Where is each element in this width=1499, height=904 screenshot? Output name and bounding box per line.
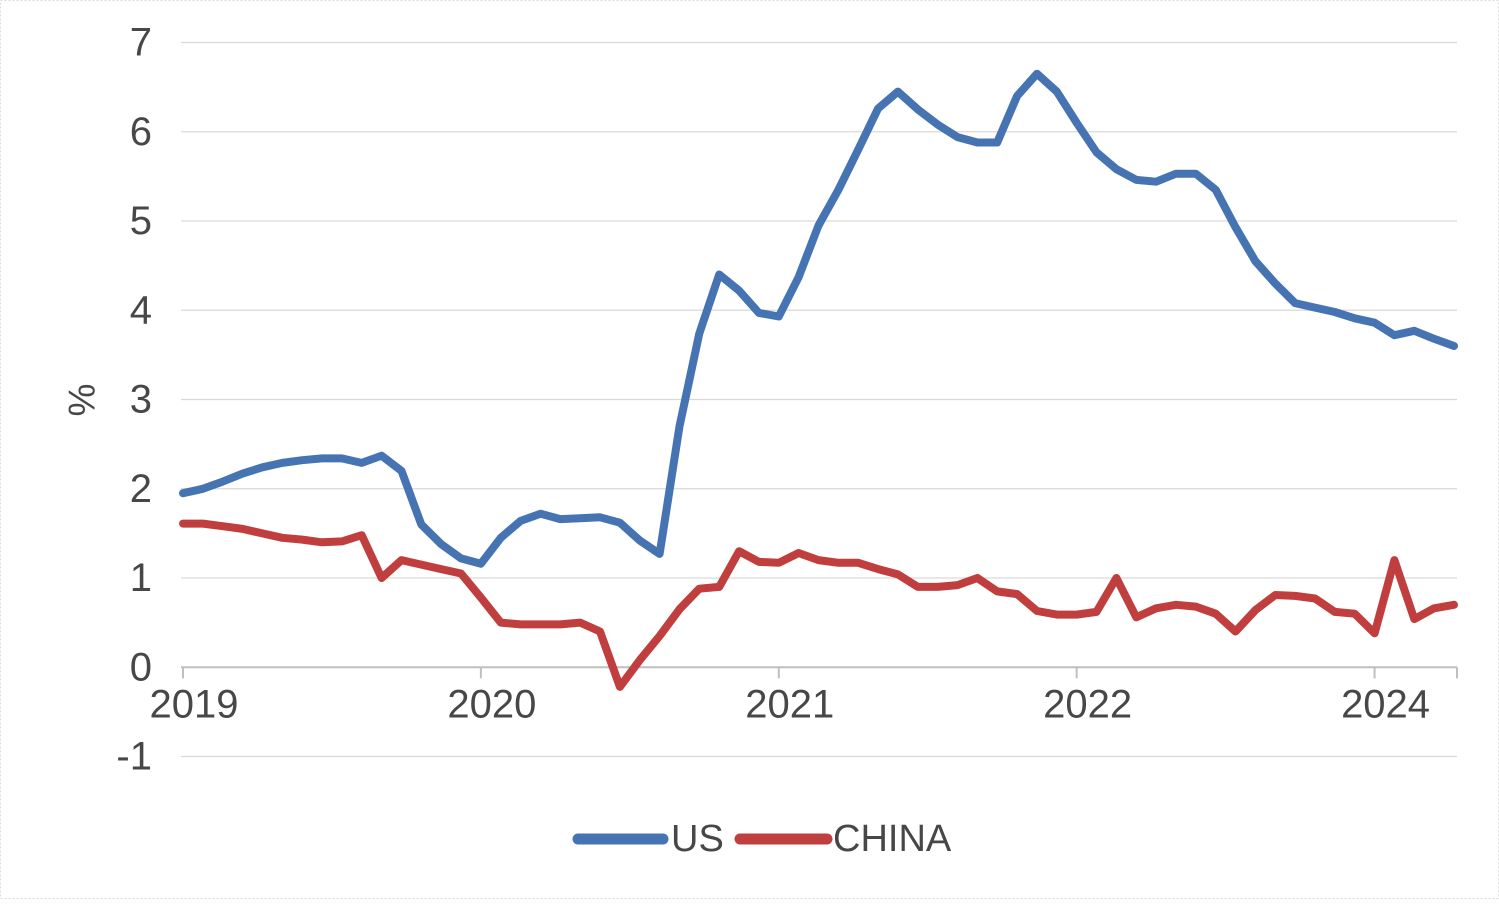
y-tick-label: 6: [130, 110, 152, 154]
x-tick-label: 2020: [447, 682, 536, 726]
y-tick-label: 1: [130, 556, 152, 600]
y-axis-tick-labels: 7 6 5 4 3 2 1 0 -1: [116, 21, 152, 779]
gridlines: [181, 41, 1457, 758]
y-tick-label: 4: [130, 288, 152, 332]
y-tick-label: 3: [130, 378, 152, 422]
legend: US CHINA: [572, 818, 952, 860]
us-series-line: [179, 69, 1458, 568]
y-tick-label: 0: [130, 645, 152, 689]
y-tick-label: 7: [130, 21, 152, 65]
x-tick-label: 2024: [1341, 682, 1430, 726]
x-tick-label: 2022: [1043, 682, 1132, 726]
x-tick-label: 2021: [745, 682, 834, 726]
china-series-line: [179, 519, 1458, 691]
y-tick-label: 2: [130, 467, 152, 511]
y-tick-label: 5: [130, 199, 152, 243]
y-tick-label: -1: [116, 735, 152, 779]
legend-label-us: US: [671, 818, 724, 860]
legend-label-china: CHINA: [833, 818, 952, 860]
x-axis-tick-labels: 2019 2020 2021 2022 2024: [150, 682, 1431, 726]
series-lines: [179, 69, 1458, 691]
x-tick-label: 2019: [150, 682, 239, 726]
y-axis-title: %: [62, 384, 103, 417]
x-axis: [181, 666, 1458, 679]
